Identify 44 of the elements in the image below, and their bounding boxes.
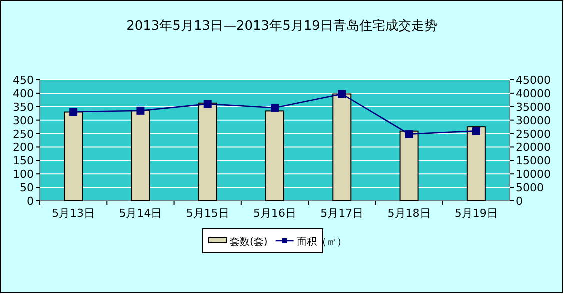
point (136, 106, 145, 115)
x-tick-label: 5月15日 (186, 207, 230, 220)
point (271, 104, 279, 112)
point (472, 127, 480, 136)
legend-label: 面积（㎡） (296, 237, 347, 248)
point (204, 100, 212, 108)
y-tick-label: 250 (13, 128, 34, 141)
y2-tick-label: 25000 (516, 128, 551, 141)
x-tick-label: 5月13日 (52, 207, 96, 220)
bar (400, 130, 419, 202)
point (70, 108, 78, 116)
bar (198, 102, 218, 202)
y-tick-label: 50 (20, 182, 34, 195)
y2-tick-label: 35000 (516, 100, 551, 114)
y-tick-label: 200 (13, 141, 34, 154)
y-tick-label: 350 (13, 100, 34, 114)
y2-tick-label: 10000 (516, 168, 551, 182)
y-tick-label: 0 (27, 195, 34, 208)
y-tick-label: 100 (13, 168, 34, 182)
y2-tick-label: 5000 (516, 182, 544, 195)
point (405, 130, 414, 138)
y-tick-label: 400 (13, 87, 34, 100)
bar (131, 110, 150, 202)
x-tick-label: 5月19日 (454, 207, 498, 220)
legend-label: 套数(套) (230, 236, 268, 248)
x-tick-label: 5月14日 (119, 207, 162, 220)
chart-title: 2013年5月13日—2013年5月19日青岛住宅成交走势 (126, 18, 438, 34)
bar (266, 110, 284, 202)
x-tick-label: 5月16日 (254, 207, 296, 220)
y2-tick-label: 15000 (516, 154, 551, 168)
y-tick-label: 300 (13, 114, 34, 128)
y-tick-label: 150 (13, 154, 34, 168)
point (338, 90, 346, 98)
x-tick-label: 5月17日 (320, 207, 364, 220)
y2-tick-label: 30000 (516, 114, 551, 128)
y-tick-label: 450 (13, 74, 34, 87)
y2-tick-label: 40000 (516, 87, 551, 100)
y2-tick-label: 45000 (516, 74, 551, 87)
x-tick-label: 5月18日 (388, 207, 431, 220)
y2-tick-label: 20000 (516, 141, 551, 154)
bar (64, 112, 84, 202)
y2-tick-label: 0 (516, 195, 523, 208)
bar (466, 126, 486, 202)
bar (332, 94, 352, 202)
